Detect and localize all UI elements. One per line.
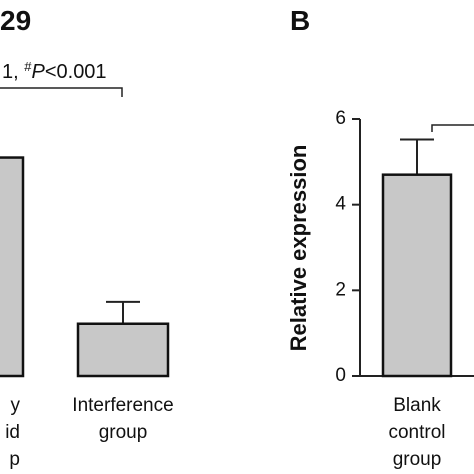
y-tick-label: 2 xyxy=(335,279,346,300)
significance-bracket xyxy=(0,87,123,97)
bar xyxy=(0,156,25,378)
error-bar xyxy=(400,138,434,175)
bar xyxy=(381,173,453,378)
significance-bracket xyxy=(431,124,474,132)
x-tick-label: id xyxy=(5,422,20,443)
panel-title: 29 xyxy=(0,5,31,36)
y-axis-label: Relative expression xyxy=(286,145,311,352)
x-tick-label: p xyxy=(9,449,20,470)
annotation-text: P xyxy=(31,61,45,83)
panel-title: B xyxy=(290,5,310,36)
x-tick-label: y xyxy=(11,395,21,416)
annotation-text: # xyxy=(24,59,32,74)
annotation-text: 1, xyxy=(2,61,24,83)
annotation-text: <0.001 xyxy=(45,61,107,83)
x-tick-label: group xyxy=(99,422,148,443)
y-tick-label: 0 xyxy=(335,365,346,386)
x-tick-label: group xyxy=(393,449,442,470)
x-tick-label: Interference xyxy=(72,395,173,416)
error-bar xyxy=(106,300,140,324)
x-tick-label: Blank xyxy=(393,395,441,416)
bar xyxy=(76,322,170,378)
y-tick-label: 6 xyxy=(335,108,346,129)
x-tick-label: control xyxy=(388,422,445,443)
y-tick-label: 4 xyxy=(335,194,346,215)
annotation: 1, #P<0.001 xyxy=(2,59,107,84)
